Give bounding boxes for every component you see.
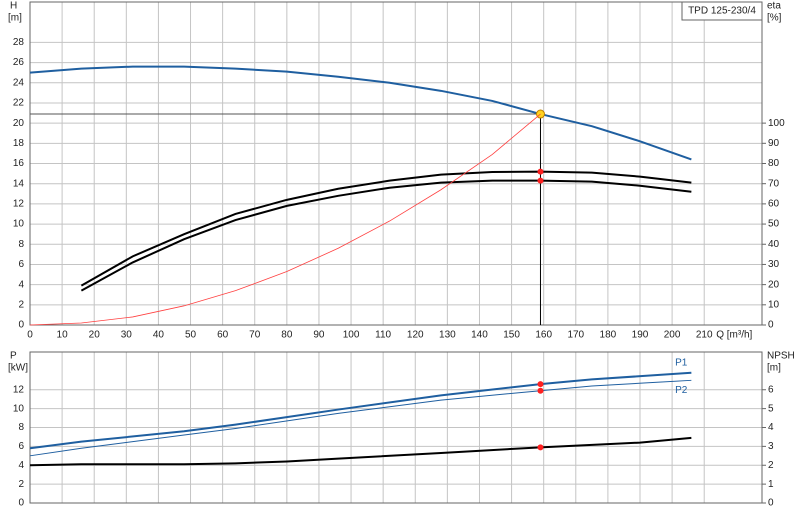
y-tick-label: 2 xyxy=(18,479,24,490)
x-tick-label: 110 xyxy=(375,330,391,341)
plot-frame xyxy=(29,351,763,504)
series-line xyxy=(80,179,692,292)
x-tick-label: 50 xyxy=(185,330,197,341)
y-tick-label: 12 xyxy=(13,199,25,210)
y2-tick-label: 5 xyxy=(768,403,774,414)
y-axis-label: P xyxy=(10,351,17,362)
y-tick-label: 14 xyxy=(13,178,25,189)
x-tick-label: 80 xyxy=(281,330,293,341)
x-tick-label: 180 xyxy=(600,330,617,341)
y-tick-label: 8 xyxy=(18,422,24,433)
y-tick-label: 16 xyxy=(13,158,25,169)
x-tick-label: 190 xyxy=(632,330,649,341)
x-tick-label: 60 xyxy=(217,330,229,341)
x-tick-label: 120 xyxy=(407,330,424,341)
series-line xyxy=(29,379,692,457)
x-tick-label: 30 xyxy=(121,330,133,341)
y-axis-unit: [m] xyxy=(8,13,22,24)
series-line xyxy=(80,170,692,287)
x-tick-label: 200 xyxy=(664,330,681,341)
y-tick-label: 2 xyxy=(18,299,24,310)
x-tick-label: 170 xyxy=(567,330,584,341)
x-tick-label: 70 xyxy=(249,330,261,341)
x-axis-label: Q [m³/h] xyxy=(716,330,752,341)
y-tick-label: 22 xyxy=(13,98,25,109)
duty-point xyxy=(537,387,544,394)
series-line xyxy=(29,371,692,450)
y2-tick-label: 40 xyxy=(768,239,780,250)
y-tick-label: 28 xyxy=(13,37,25,48)
y-tick-label: 10 xyxy=(13,219,25,230)
series-label: P2 xyxy=(675,385,688,396)
y2-axis-unit: [%] xyxy=(767,13,782,24)
x-tick-label: 160 xyxy=(535,330,552,341)
y-tick-label: 0 xyxy=(18,320,24,331)
x-tick-label: 210 xyxy=(696,330,713,341)
x-tick-label: 0 xyxy=(27,330,33,341)
y2-axis-unit: [m] xyxy=(767,363,781,374)
y-tick-label: 0 xyxy=(18,498,24,509)
y2-tick-label: 0 xyxy=(768,320,774,331)
duty-point xyxy=(537,381,544,388)
x-tick-label: 130 xyxy=(439,330,456,341)
x-tick-label: 20 xyxy=(89,330,101,341)
y2-tick-label: 10 xyxy=(768,299,780,310)
y-tick-label: 12 xyxy=(13,384,25,395)
duty-point xyxy=(537,168,544,175)
x-tick-label: 100 xyxy=(343,330,360,341)
y2-tick-label: 6 xyxy=(768,384,774,395)
y2-tick-label: 30 xyxy=(768,259,780,270)
y-tick-label: 4 xyxy=(18,460,24,471)
series-line xyxy=(29,436,692,467)
y-tick-label: 26 xyxy=(13,57,25,68)
series-label: P1 xyxy=(675,357,688,368)
y-tick-label: 20 xyxy=(13,118,25,129)
y-tick-label: 24 xyxy=(13,77,25,88)
series-line xyxy=(29,65,692,161)
y2-tick-label: 1 xyxy=(768,479,774,490)
y2-tick-label: 60 xyxy=(768,199,780,210)
model-label: TPD 125-230/4 xyxy=(688,6,756,17)
y2-tick-label: 20 xyxy=(768,279,780,290)
x-tick-label: 140 xyxy=(471,330,488,341)
y2-tick-label: 50 xyxy=(768,219,780,230)
y-tick-label: 18 xyxy=(13,138,25,149)
y2-tick-label: 100 xyxy=(768,118,785,129)
series-line xyxy=(29,113,541,326)
x-tick-label: 10 xyxy=(57,330,69,341)
duty-point xyxy=(537,444,544,451)
y-axis-label: H xyxy=(10,1,17,12)
y2-tick-label: 3 xyxy=(768,441,774,452)
y-tick-label: 4 xyxy=(18,279,24,290)
plot-frame xyxy=(29,1,763,326)
y2-tick-label: 4 xyxy=(768,422,774,433)
y2-tick-label: 70 xyxy=(768,178,780,189)
model-box xyxy=(681,1,763,21)
x-tick-label: 150 xyxy=(503,330,520,341)
x-tick-label: 90 xyxy=(313,330,325,341)
y-tick-label: 8 xyxy=(18,239,24,250)
y2-axis-label: NPSH xyxy=(767,351,795,362)
y2-axis-label: eta xyxy=(767,1,781,12)
y-tick-label: 10 xyxy=(13,403,25,414)
y2-tick-label: 0 xyxy=(768,498,774,509)
y-tick-label: 6 xyxy=(18,259,24,270)
duty-point xyxy=(537,177,544,184)
y2-tick-label: 80 xyxy=(768,158,780,169)
y2-tick-label: 2 xyxy=(768,460,774,471)
y2-tick-label: 90 xyxy=(768,138,780,149)
y-tick-label: 6 xyxy=(18,441,24,452)
x-tick-label: 40 xyxy=(153,330,165,341)
y-axis-unit: [kW] xyxy=(8,363,28,374)
